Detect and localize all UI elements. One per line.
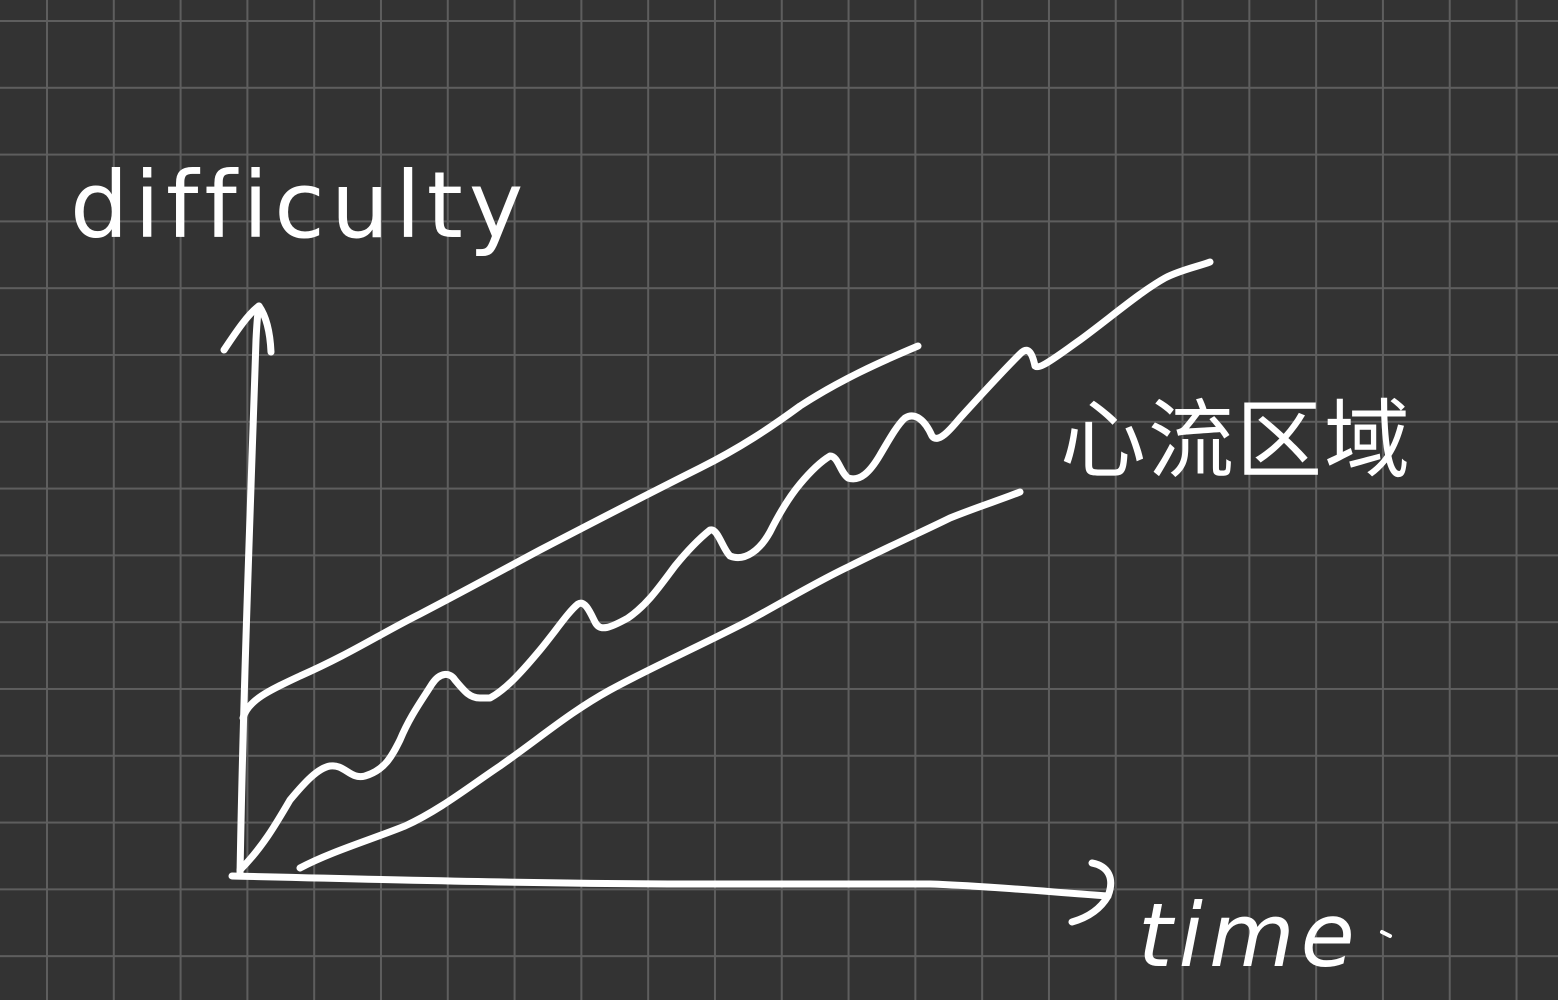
x-axis-label: time xyxy=(1138,884,1361,987)
y-axis-label: difficulty xyxy=(70,152,530,259)
flow-progress-line xyxy=(236,258,1214,874)
x-axis-arrowhead xyxy=(1068,859,1115,926)
y-axis-arrowhead xyxy=(220,302,275,356)
lower-boundary-line xyxy=(296,488,1024,872)
upper-boundary-line xyxy=(239,342,922,722)
stray-mark xyxy=(1380,930,1392,938)
x-axis-line xyxy=(228,872,1112,900)
flow-zone-label: 心流区域 xyxy=(1060,391,1412,491)
y-axis-line xyxy=(236,302,263,879)
